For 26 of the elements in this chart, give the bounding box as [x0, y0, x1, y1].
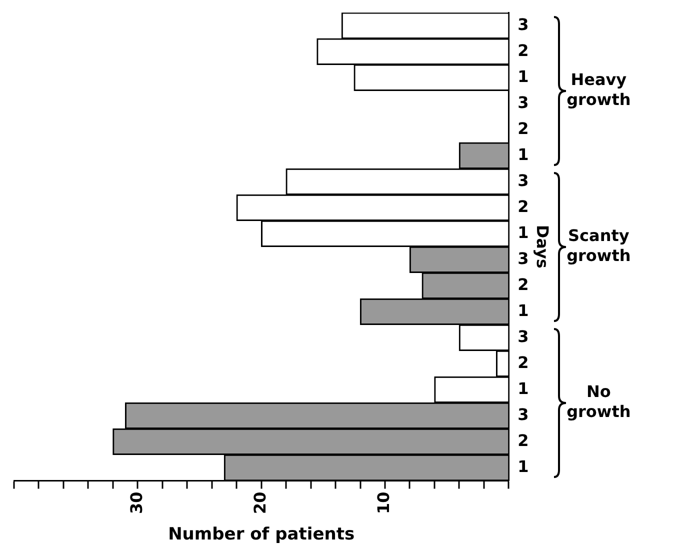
y-tick-label: 3 — [518, 14, 529, 34]
y-tick-label: 2 — [518, 40, 529, 60]
x-tick-label: 10 — [374, 492, 394, 514]
y-tick-label: 2 — [518, 274, 529, 294]
y-tick-label: 1 — [518, 378, 529, 398]
y-tick-label: 2 — [518, 430, 529, 450]
y-tick-label: 3 — [518, 248, 529, 268]
y-tick-label: 1 — [518, 300, 529, 320]
x-axis-title: Number of patients — [168, 524, 355, 544]
y-tick-label: 2 — [518, 196, 529, 216]
text: Scanty growth — [566, 226, 631, 265]
x-tick-label: 30 — [126, 492, 146, 514]
y-tick-label: 2 — [518, 118, 529, 138]
y-tick-label: 3 — [518, 404, 529, 424]
y-tick-label: 1 — [518, 456, 529, 476]
y-tick-label: 2 — [518, 352, 529, 372]
text: Heavy growth — [566, 70, 631, 109]
y-axis-title: Days — [533, 224, 552, 268]
y-tick-label: 1 — [518, 144, 529, 164]
text: No growth — [566, 382, 631, 421]
y-tick-label: 1 — [518, 222, 529, 242]
y-tick-label: 1 — [518, 66, 529, 86]
y-tick-label: 3 — [518, 326, 529, 346]
y-tick-label: 3 — [518, 92, 529, 112]
x-tick-label: 20 — [250, 492, 270, 514]
y-tick-label: 3 — [518, 170, 529, 190]
